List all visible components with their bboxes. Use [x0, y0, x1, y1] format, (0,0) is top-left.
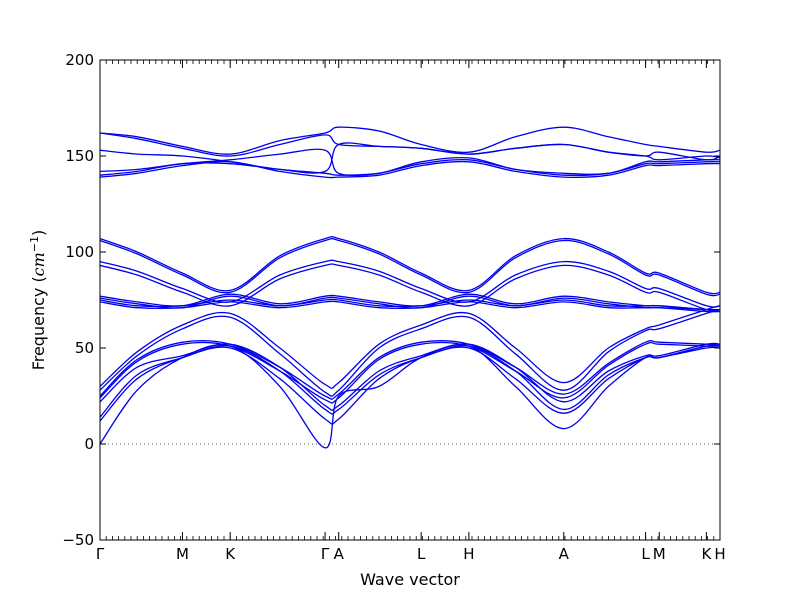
- band-line-16: [100, 308, 720, 397]
- x-tick-label: M: [176, 545, 189, 563]
- x-tick-label: L: [641, 545, 650, 563]
- x-tick-label: H: [463, 545, 474, 563]
- y-tick-label: 200: [65, 51, 94, 69]
- y-tick-label: 50: [75, 339, 94, 357]
- band-line-6: [100, 160, 720, 179]
- x-tick-label: K: [701, 545, 712, 563]
- x-minor-ticks: [99, 60, 721, 540]
- band-line-3: [100, 142, 720, 174]
- band-line-7: [100, 236, 720, 295]
- band-line-2: [100, 132, 720, 161]
- band-line-14: [100, 300, 720, 311]
- band-line-18: [100, 341, 720, 404]
- y-tick-label: 100: [65, 243, 94, 261]
- y-axis-unit: cm: [29, 252, 48, 276]
- band-line-17: [100, 339, 720, 400]
- x-tick-label: H: [714, 545, 725, 563]
- y-tick-label: 0: [84, 435, 94, 453]
- plot-frame: [99, 59, 721, 541]
- y-axis-unit-exponent: −1: [28, 236, 41, 252]
- x-tick-label: A: [334, 545, 345, 563]
- y-tick-label: 150: [65, 147, 94, 165]
- x-axis-label: Wave vector: [360, 570, 460, 589]
- y-tick-label: −50: [62, 531, 94, 549]
- band-line-13: [100, 298, 720, 311]
- band-line-1: [100, 126, 720, 155]
- band-line-15: [100, 305, 720, 389]
- bands-group: [100, 126, 720, 449]
- x-tick-label: Γ: [96, 545, 105, 563]
- y-axis: −50 0 50 100 150 200: [62, 51, 720, 549]
- y-axis-label: Frequency (cm−1): [28, 230, 48, 371]
- band-line-5: [100, 158, 720, 177]
- x-tick-label: L: [417, 545, 426, 563]
- band-line-20: [100, 344, 720, 418]
- band-line-10: [100, 263, 720, 312]
- band-line-22: [100, 344, 720, 449]
- band-line-4: [100, 148, 720, 177]
- x-tick-label: A: [559, 545, 570, 563]
- band-line-8: [100, 237, 720, 297]
- x-tick-label: K: [225, 545, 236, 563]
- x-tick-label: Γ: [321, 545, 330, 563]
- x-tick-label: M: [653, 545, 666, 563]
